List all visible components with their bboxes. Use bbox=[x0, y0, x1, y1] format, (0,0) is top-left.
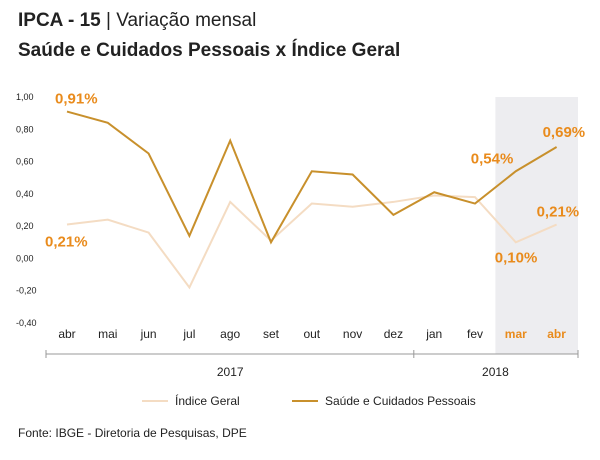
y-tick-label: 0,20 bbox=[16, 221, 34, 231]
highlight-band bbox=[495, 97, 578, 354]
data-label: 0,91% bbox=[55, 91, 98, 108]
x-tick-label: ago bbox=[220, 327, 240, 341]
y-tick-label: -0,20 bbox=[16, 286, 37, 296]
x-tick-label: fev bbox=[467, 327, 483, 341]
x-tick-label: jul bbox=[182, 327, 195, 341]
y-tick-label: 0,80 bbox=[16, 124, 34, 134]
x-tick-label: jun bbox=[140, 327, 157, 341]
chart-title-separator: | bbox=[100, 10, 117, 31]
x-tick-label: mai bbox=[98, 327, 117, 341]
source-note: Fonte: IBGE - Diretoria de Pesquisas, DP… bbox=[18, 426, 247, 440]
chart-title-rest: Variação mensal bbox=[116, 10, 257, 31]
data-label: 0,21% bbox=[45, 234, 88, 251]
year-label: 2018 bbox=[482, 365, 509, 379]
x-tick-label: set bbox=[263, 327, 280, 341]
y-tick-label: 0,00 bbox=[16, 253, 34, 263]
data-label: 0,69% bbox=[543, 124, 586, 141]
x-tick-label: abr bbox=[547, 327, 566, 341]
x-tick-label: jan bbox=[425, 327, 442, 341]
x-tick-label: nov bbox=[343, 327, 362, 341]
series-line-saude bbox=[66, 110, 558, 245]
chart-title: IPCA - 15 | Variação mensal bbox=[18, 10, 256, 32]
chart-subtitle: Saúde e Cuidados Pessoais x Índice Geral bbox=[18, 40, 401, 61]
x-tick-label: out bbox=[303, 327, 320, 341]
series-line-indice-geral bbox=[66, 194, 557, 290]
data-label: 0,10% bbox=[495, 249, 538, 266]
x-tick-label: dez bbox=[384, 327, 403, 341]
y-tick-label: 0,40 bbox=[16, 189, 34, 199]
y-tick-label: -0,40 bbox=[16, 318, 37, 328]
x-tick-label: abr bbox=[58, 327, 75, 341]
data-label: 0,21% bbox=[537, 204, 580, 221]
y-tick-label: 1,00 bbox=[16, 92, 34, 102]
x-tick-label: mar bbox=[505, 327, 527, 341]
y-tick-label: 0,60 bbox=[16, 157, 34, 167]
legend-label: Índice Geral bbox=[175, 393, 240, 408]
chart-title-bold: IPCA - 15 bbox=[18, 10, 101, 31]
year-label: 2017 bbox=[217, 365, 244, 379]
line-chart: 1,00 0,80 0,60 0,40 0,20 0,00 -0,20 -0,40 abr mai… bbox=[16, 91, 586, 408]
legend-label: Saúde e Cuidados Pessoais bbox=[325, 394, 476, 408]
data-label: 0,54% bbox=[471, 150, 514, 167]
